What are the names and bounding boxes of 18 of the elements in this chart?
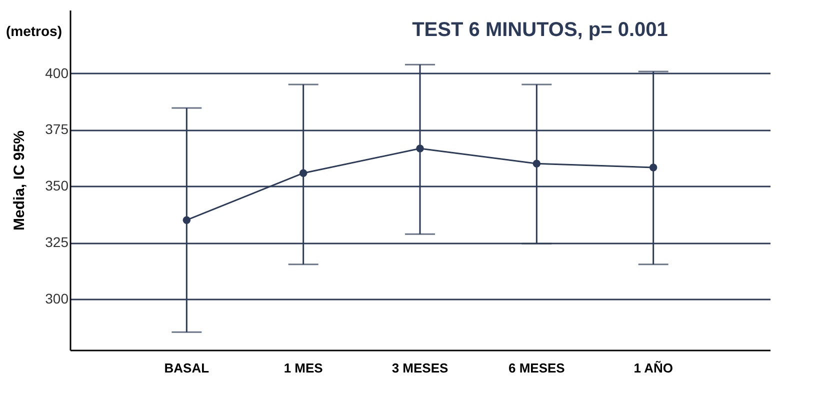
point [299, 169, 308, 177]
x-tick-label: 1 MES [284, 360, 324, 376]
y-tick-label: 350 [45, 178, 69, 194]
x-tick-label: 6 MESES [508, 360, 566, 376]
y-axis-title: Media, IC 95% [11, 130, 28, 231]
y-tick-label: 325 [45, 234, 69, 250]
point [416, 144, 424, 152]
point [649, 164, 658, 172]
point [182, 216, 191, 224]
y-tick-label: 375 [45, 121, 69, 138]
x-tick-label: 1 AÑO [634, 360, 673, 376]
y-tick-label: 400 [45, 64, 69, 81]
x-tick-label: 3 MESES [392, 360, 449, 376]
chart-title: TEST 6 MINUTOS, p= 0.001 [412, 19, 668, 41]
y-tick-label: 300 [45, 290, 69, 307]
x-tick-label: BASAL [164, 360, 210, 376]
text: (metros) [6, 23, 62, 39]
point [532, 160, 541, 168]
